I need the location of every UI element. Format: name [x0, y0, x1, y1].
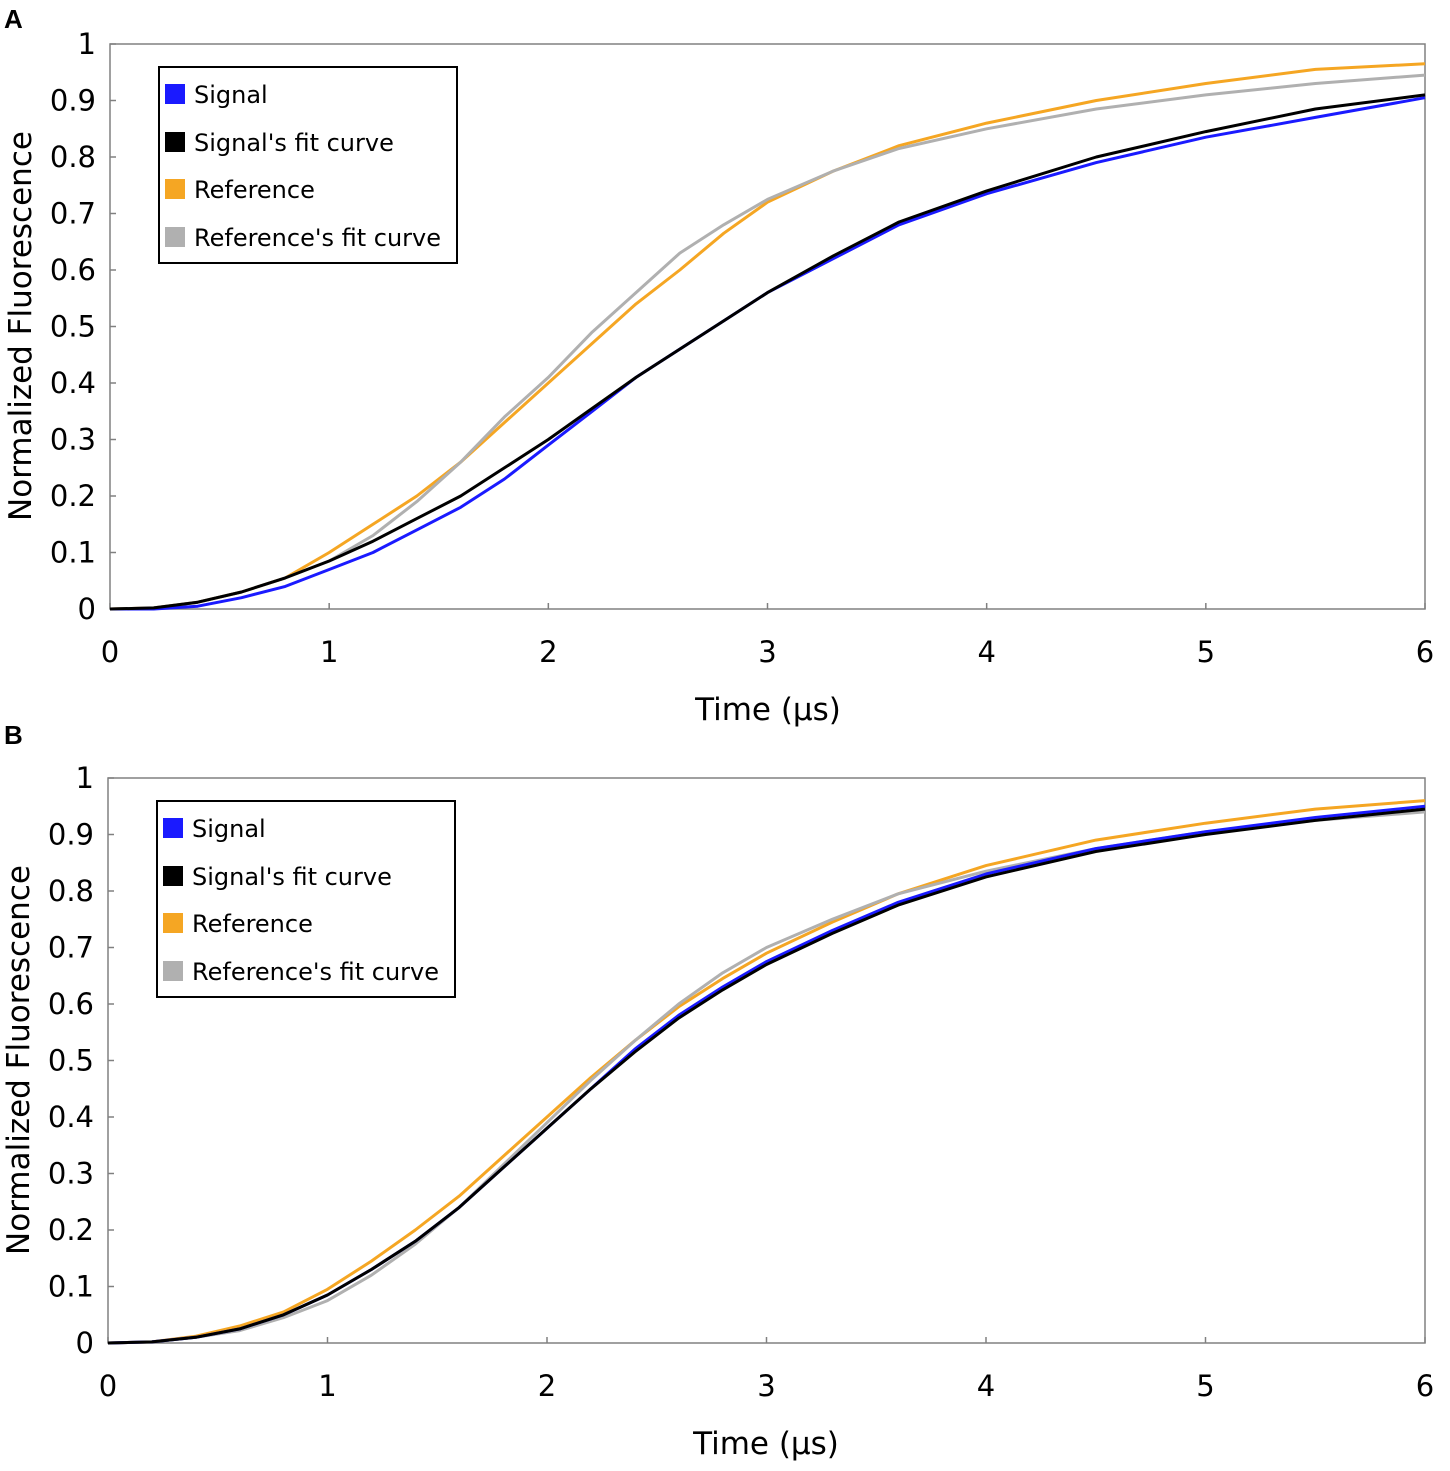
x-tick-label: 5: [1196, 1369, 1214, 1403]
y-tick-label: 0.8: [50, 140, 96, 174]
series-line-signal-s-fit-curve: [109, 93, 1426, 611]
legend-swatch-reference: [165, 179, 185, 199]
legend-label-signal-fit: Signal's fit curve: [194, 129, 394, 157]
x-tick-label: 4: [977, 1369, 995, 1403]
y-tick-label: 0.1: [48, 1270, 94, 1304]
legend: Signal Signal's fit curve Reference Refe…: [158, 66, 458, 264]
y-tick-label: 0.7: [48, 931, 94, 965]
y-axis-title: Normalized Fluorescence: [1, 865, 37, 1255]
series-line-reference: [107, 799, 1426, 1345]
y-tick-label: 0.7: [50, 197, 96, 231]
x-tick-label: 5: [1197, 635, 1215, 669]
x-tick-label: 1: [318, 1369, 336, 1403]
x-tick-label: 0: [99, 1369, 117, 1403]
legend-box: [158, 66, 458, 264]
legend-label-reference: Reference: [192, 910, 313, 938]
series-line-signal: [110, 96, 1426, 611]
x-tick-label: 2: [538, 1369, 556, 1403]
legend-label-reference-fit: Reference's fit curve: [192, 958, 439, 986]
tick-labels: 0 1 2 3 4 5 6 0 0.1 0.2 0.3 0.4 0.5 0.6 0.7 0.8 0.9 1: [50, 27, 1434, 669]
x-tick-label: 2: [539, 635, 557, 669]
legend-label-signal: Signal: [194, 81, 268, 109]
x-tick-label: 0: [101, 635, 119, 669]
panel-label-a: A: [4, 4, 23, 34]
y-tick-label: 0.8: [48, 874, 94, 908]
y-tick-label: 0.9: [48, 818, 94, 852]
series-lines: [109, 62, 1426, 611]
panel-label-b: B: [4, 720, 23, 750]
series-lines: [107, 799, 1426, 1345]
legend-swatch-signal-fit: [163, 866, 183, 886]
x-axis-title: Time (μs): [692, 1426, 839, 1462]
legend-swatch-signal: [163, 818, 183, 838]
y-tick-label: 0.3: [48, 1157, 94, 1191]
y-tick-label: 0.4: [50, 366, 96, 400]
y-tick-label: 0.6: [48, 987, 94, 1021]
series-line-reference-s-fit-curve: [107, 810, 1426, 1345]
y-tick-label: 1: [76, 761, 94, 795]
y-tick-label: 0: [78, 592, 96, 626]
legend-label-signal-fit: Signal's fit curve: [192, 863, 392, 891]
series-line-signal-s-fit-curve: [107, 807, 1426, 1345]
y-axis-title: Normalized Fluorescence: [3, 131, 39, 521]
tick-labels: 0 1 2 3 4 5 6 0 0.1 0.2 0.3 0.4 0.5 0.6 0.7 0.8 0.9 1: [48, 761, 1434, 1403]
y-tick-label: 0.5: [50, 310, 96, 344]
x-tick-label: 3: [757, 1369, 775, 1403]
legend-label-reference-fit: Reference's fit curve: [194, 224, 441, 252]
x-tick-label: 6: [1416, 1369, 1434, 1403]
legend-swatch-reference-fit: [163, 961, 183, 981]
legend-label-signal: Signal: [192, 815, 266, 843]
x-tick-label: 6: [1416, 635, 1434, 669]
y-tick-label: 0.2: [48, 1213, 94, 1247]
x-tick-label: 3: [758, 635, 776, 669]
y-tick-label: 0.6: [50, 253, 96, 287]
legend-swatch-reference: [163, 913, 183, 933]
y-tick-label: 0: [76, 1326, 94, 1360]
legend-swatch-reference-fit: [165, 227, 185, 247]
legend-label-reference: Reference: [194, 176, 315, 204]
legend-swatch-signal-fit: [165, 132, 185, 152]
y-tick-label: 1: [78, 27, 96, 61]
panel-b: B 0 1 2 3 4 5 6 0 0.1 0.2 0.3 0.4 0.5 0.6 0.7 0.8 0.9 1 T…: [1, 720, 1434, 1462]
panel-a: A 0 1 2 3 4 5 6 0 0.1 0.2 0.3 0.4 0.5 0.6 0.7 0.8 0.9 1 T…: [3, 4, 1434, 728]
legend: Signal Signal's fit curve Reference Refe…: [156, 800, 456, 998]
x-tick-label: 4: [977, 635, 995, 669]
y-tick-label: 0.2: [50, 479, 96, 513]
y-tick-label: 0.1: [50, 536, 96, 570]
legend-swatch-signal: [165, 84, 185, 104]
x-axis-title: Time (μs): [694, 692, 841, 728]
y-tick-label: 0.4: [48, 1100, 94, 1134]
y-tick-label: 0.5: [48, 1044, 94, 1078]
legend-box: [156, 800, 456, 998]
y-tick-label: 0.3: [50, 423, 96, 457]
y-tick-label: 0.9: [50, 84, 96, 118]
x-tick-label: 1: [320, 635, 338, 669]
